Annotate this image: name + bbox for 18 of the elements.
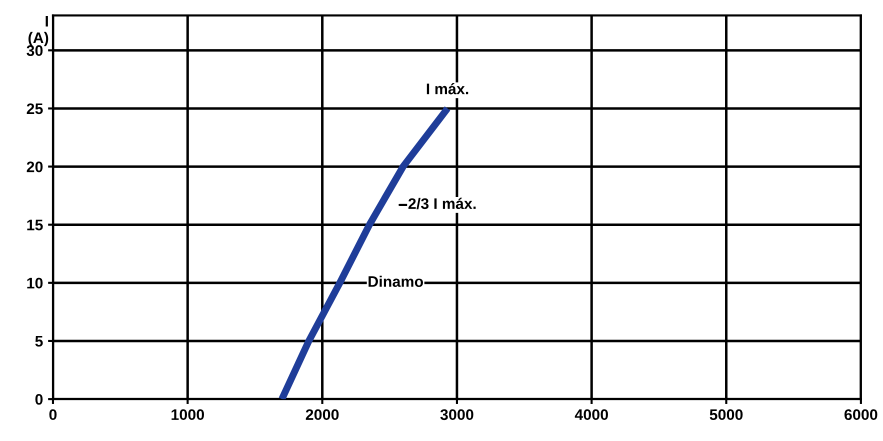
x-tick-label: 5000 — [710, 409, 743, 420]
y-tick-label: 0 — [35, 394, 43, 405]
annotation: I máx. — [426, 82, 468, 94]
x-tick-label: 2000 — [306, 409, 339, 420]
x-tick-label: 3000 — [440, 409, 474, 420]
y-tick-label: 20 — [26, 161, 43, 172]
y-axis-title: I (A) — [28, 16, 48, 46]
y-tick-label: 5 — [35, 336, 43, 347]
y-tick-label: 10 — [27, 278, 43, 289]
annotation: 2/3 I máx. — [408, 198, 476, 210]
y-tick-label: 25 — [26, 103, 43, 114]
x-tick-label: 4000 — [574, 409, 608, 420]
x-tick-label: 6000 — [844, 409, 878, 420]
y-tick-label: 15 — [27, 220, 43, 230]
annotation: Dinamo — [368, 276, 424, 287]
y-tick-label: 30 — [26, 45, 43, 56]
x-tick-label: 0 — [49, 409, 57, 420]
x-tick-label: 1000 — [172, 409, 204, 420]
